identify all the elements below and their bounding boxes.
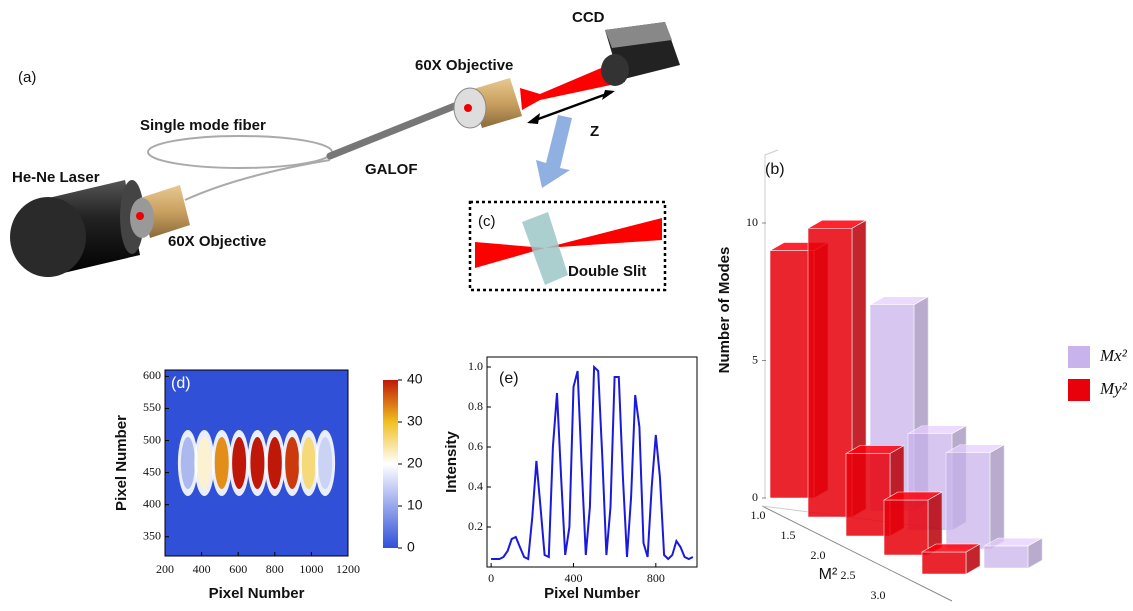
bar-front — [922, 552, 966, 574]
panel-label: (e) — [499, 370, 519, 387]
laser-label: He-Ne Laser — [12, 169, 100, 186]
y-tick-label: 450 — [143, 464, 161, 478]
inset-beam — [475, 218, 662, 268]
legend-label: Mx² — [1099, 346, 1128, 365]
x-tick-label: 2.5 — [841, 568, 856, 582]
colorbar-tick-label: 40 — [407, 371, 423, 387]
y-axis-label: Number of Modes — [716, 247, 733, 374]
bar-front — [884, 500, 928, 555]
fringe — [268, 437, 282, 489]
x-tick-label: 400 — [193, 562, 211, 576]
panel-label: (a) — [18, 69, 36, 86]
bar-front — [946, 453, 990, 549]
bar — [922, 544, 980, 574]
colorbar — [383, 380, 398, 548]
bar-front — [808, 228, 852, 517]
x-axis-label: Pixel Number — [544, 585, 640, 602]
fringe — [197, 437, 211, 489]
legend-swatch — [1068, 379, 1090, 401]
x-tick-label: 3.0 — [871, 588, 886, 602]
x-tick-label: 0 — [488, 571, 494, 585]
y-tick-label: 10 — [746, 215, 758, 229]
objective — [454, 78, 522, 128]
y-tick-label: 350 — [143, 529, 161, 543]
colorbar-tick-label: 20 — [407, 455, 423, 471]
y-tick-label: 5 — [752, 352, 758, 366]
bar — [984, 538, 1042, 568]
x-tick-label: 800 — [647, 571, 665, 585]
galof-label: GALOF — [365, 161, 418, 178]
objective-label: 60X Objective — [168, 233, 266, 250]
y-tick-label: 550 — [143, 400, 161, 414]
fiber-label: Single mode fiber — [140, 117, 266, 134]
y-tick-label: 0.2 — [468, 519, 483, 533]
y-tick-label: 0.6 — [468, 439, 483, 453]
legend-swatch — [1068, 346, 1090, 368]
figure: (a) He-Ne Laser 60X Objective Single mod… — [0, 0, 1133, 606]
z-label: Z — [590, 123, 599, 140]
colorbar-tick-label: 30 — [407, 413, 423, 429]
x-tick-label: 600 — [229, 562, 247, 576]
panel-label: (d) — [171, 375, 191, 392]
y-tick-label: 0 — [752, 490, 758, 504]
y-tick-label: 600 — [143, 368, 161, 382]
bar — [946, 445, 1004, 549]
x-tick-label: 1000 — [299, 562, 323, 576]
y-tick-label: 400 — [143, 496, 161, 510]
x-axis-label: Pixel Number — [209, 585, 305, 602]
fringe — [250, 437, 264, 489]
galof-rod — [330, 103, 462, 156]
fringe — [181, 437, 195, 489]
x-tick-label: 2.0 — [811, 548, 826, 562]
panel-label: (b) — [765, 161, 785, 178]
y-tick-label: 0.4 — [468, 479, 483, 493]
y-axis-label: Pixel Number — [113, 415, 130, 511]
fringe — [285, 437, 299, 489]
x-tick-label: 1200 — [336, 562, 360, 576]
fringe — [215, 437, 229, 489]
y-tick-label: 1.0 — [468, 359, 483, 373]
fringe — [318, 437, 332, 489]
x-tick-label: 1.0 — [751, 508, 766, 522]
x-tick-label: 400 — [564, 571, 582, 585]
y-axis-label: Intensity — [443, 431, 460, 493]
bar-front — [846, 454, 890, 537]
x-tick-label: 200 — [156, 562, 174, 576]
inset-label: Double Slit — [568, 263, 646, 280]
ccd — [601, 22, 680, 86]
colorbar-tick-label: 10 — [407, 497, 423, 513]
down-arrow — [536, 115, 572, 188]
fringe — [302, 437, 316, 489]
objective-label: 60X Objective — [415, 57, 513, 74]
laser — [10, 180, 144, 277]
x-tick-label: 1.5 — [781, 528, 796, 542]
colorbar-tick-label: 0 — [407, 539, 415, 555]
fiber-loop — [148, 136, 332, 168]
y-tick-label: 0.8 — [468, 399, 483, 413]
bar-side — [990, 445, 1004, 549]
fringe — [232, 437, 246, 489]
y-tick-label: 500 — [143, 432, 161, 446]
ccd-label: CCD — [572, 9, 605, 26]
x-axis-label: M² — [819, 566, 838, 583]
legend-label: My² — [1099, 379, 1128, 398]
inset-panel-label: (c) — [478, 213, 496, 230]
bar-front — [770, 251, 814, 499]
x-tick-label: 800 — [266, 562, 284, 576]
bar-front — [984, 546, 1028, 568]
